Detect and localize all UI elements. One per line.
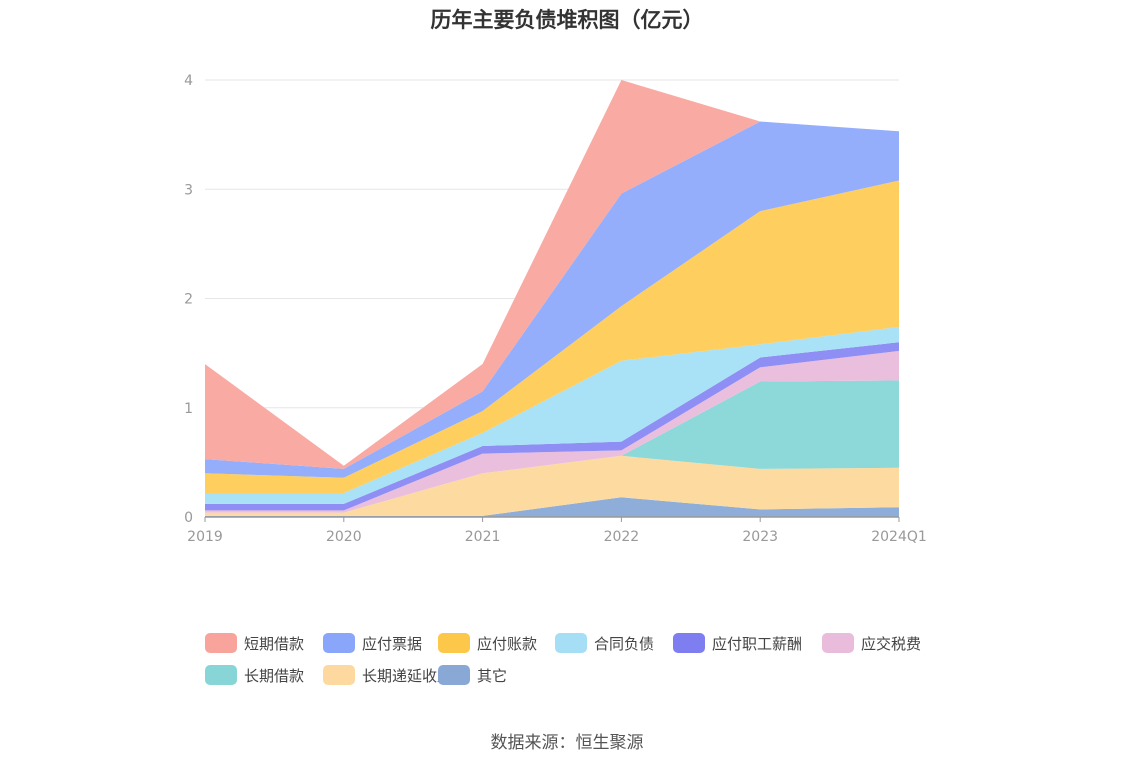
area-series-长期借款 — [205, 380, 899, 513]
x-tick-label: 2020 — [326, 529, 362, 545]
area-series-其它 — [205, 497, 899, 517]
legend-item[interactable]: 应付账款 — [438, 628, 537, 658]
legend-label: 其它 — [477, 666, 508, 685]
area-series-应交税费 — [205, 350, 899, 513]
legend-swatch — [323, 633, 355, 653]
legend-swatch — [438, 665, 470, 685]
legend-label: 合同负债 — [594, 634, 655, 653]
axes: 0 1 2 3 4 2019 2020 2021 2022 2023 2024Q1 — [184, 73, 927, 545]
legend-item[interactable]: 应付职工薪酬 — [673, 628, 802, 658]
data-source-note: 数据来源：恒生聚源 — [490, 733, 644, 753]
legend-label: 应付账款 — [477, 634, 538, 653]
legend-item[interactable]: 应交税费 — [822, 628, 921, 658]
area-series-合同负债 — [205, 326, 899, 504]
area-series-layer — [205, 80, 899, 517]
y-tick-label: 3 — [184, 182, 193, 198]
legend-swatch — [673, 633, 705, 653]
legend-label: 长期借款 — [244, 666, 305, 685]
y-tick-label: 4 — [184, 73, 193, 89]
area-series-应付账款 — [205, 180, 899, 493]
legend-swatch — [323, 665, 355, 685]
area-series-应付票据 — [205, 121, 899, 478]
chart-title: 历年主要负债堆积图（亿元） — [430, 8, 704, 32]
x-tick-label: 2023 — [742, 529, 778, 545]
legend-swatch — [438, 633, 470, 653]
legend-label: 应交税费 — [861, 634, 922, 653]
x-tick-label: 2024Q1 — [871, 529, 927, 545]
y-tick-label: 2 — [184, 292, 193, 308]
legend-swatch — [822, 633, 854, 653]
x-tick-label: 2022 — [604, 529, 640, 545]
legend-label: 应付职工薪酬 — [712, 634, 803, 653]
y-tick-label: 1 — [184, 401, 193, 417]
legend-label: 长期递延收益 — [362, 666, 453, 685]
area-series-长期递延收益 — [205, 455, 899, 516]
legend-item[interactable]: 合同负债 — [555, 628, 654, 658]
legend-swatch — [205, 633, 237, 653]
x-tick-label: 2019 — [187, 529, 223, 545]
legend-label: 短期借款 — [244, 634, 305, 653]
legend-item[interactable]: 应付票据 — [323, 628, 422, 658]
y-tick-label: 0 — [184, 510, 193, 526]
legend-item[interactable]: 短期借款 — [205, 628, 304, 658]
legend-swatch — [205, 665, 237, 685]
legend-item[interactable]: 长期递延收益 — [323, 660, 452, 690]
area-series-应付职工薪酬 — [205, 342, 899, 511]
area-series-短期借款 — [205, 80, 899, 469]
legend-label: 应付票据 — [362, 634, 423, 653]
legend-swatch — [555, 633, 587, 653]
stacked-area-chart: 0 1 2 3 4 2019 2020 2021 2022 2023 2024Q1 — [184, 73, 927, 545]
x-tick-label: 2021 — [465, 529, 501, 545]
legend-item[interactable]: 长期借款 — [205, 660, 304, 690]
legend-item[interactable]: 其它 — [438, 660, 507, 690]
